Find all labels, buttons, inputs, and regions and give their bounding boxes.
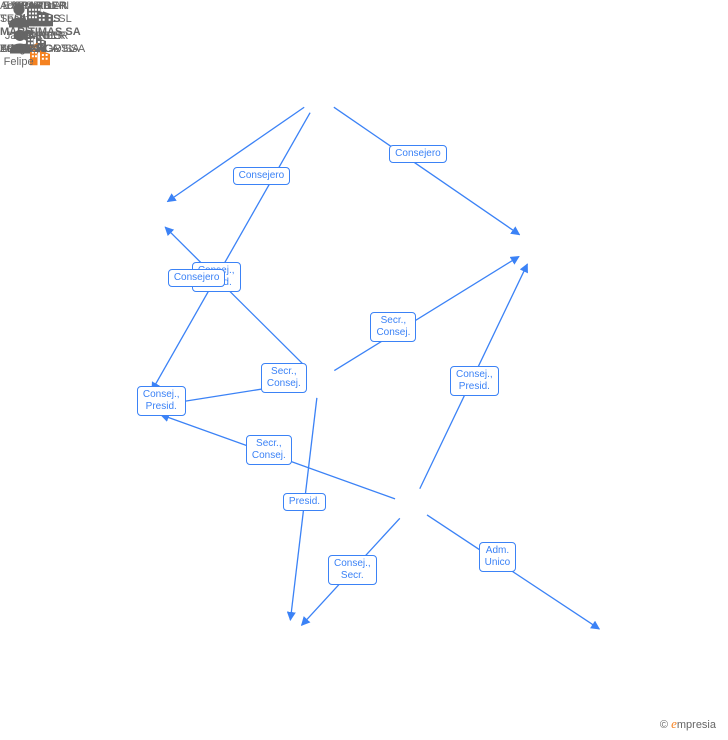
edge-label-jaber-aircargo-8: Consej.,Presid. [137, 386, 186, 416]
node-label: DANINESLOGISTICA SL [0, 30, 75, 56]
edge-label-horst-exportlan-3: Consejero [168, 269, 226, 287]
network-diagram: © empresia AckermannJurg EXPORTLANTERMIN… [0, 0, 728, 740]
edge-label-horst-transport-6: Presid. [283, 493, 326, 511]
building-icon [22, 0, 52, 30]
edge-ackermann-aircargo [152, 113, 310, 391]
edge-label-jaber-sparber_lineas-9: Consej.,Presid. [450, 366, 499, 396]
copyright-symbol: © [660, 719, 668, 731]
edges-layer [0, 0, 728, 740]
edge-ackermann-exportlan [167, 107, 304, 201]
edge-label-ackermann-sparber_lineas-1: Consejero [389, 145, 447, 163]
edge-label-jaber-aircargo-7: Secr.,Consej. [246, 435, 292, 465]
edge-label-jaber-transport-10: Consej.,Secr. [328, 555, 377, 585]
edge-jaber-danines [427, 515, 599, 629]
edge-label-jaber-danines-11: Adm.Unico [479, 542, 517, 572]
edge-label-horst-aircargo-5: Secr.,Consej. [261, 363, 307, 393]
copyright: © empresia [660, 716, 716, 732]
edge-label-ackermann-exportlan-0: Consejero [233, 167, 291, 185]
edge-label-horst-sparber_lineas-4: Secr.,Consej. [370, 312, 416, 342]
edge-horst-exportlan [165, 227, 306, 367]
edge-horst-sparber_lineas [334, 257, 519, 371]
edge-ackermann-sparber_lineas [334, 107, 520, 234]
copyright-brand: empresia [671, 719, 716, 731]
node-danines: DANINESLOGISTICA SL [0, 0, 75, 56]
